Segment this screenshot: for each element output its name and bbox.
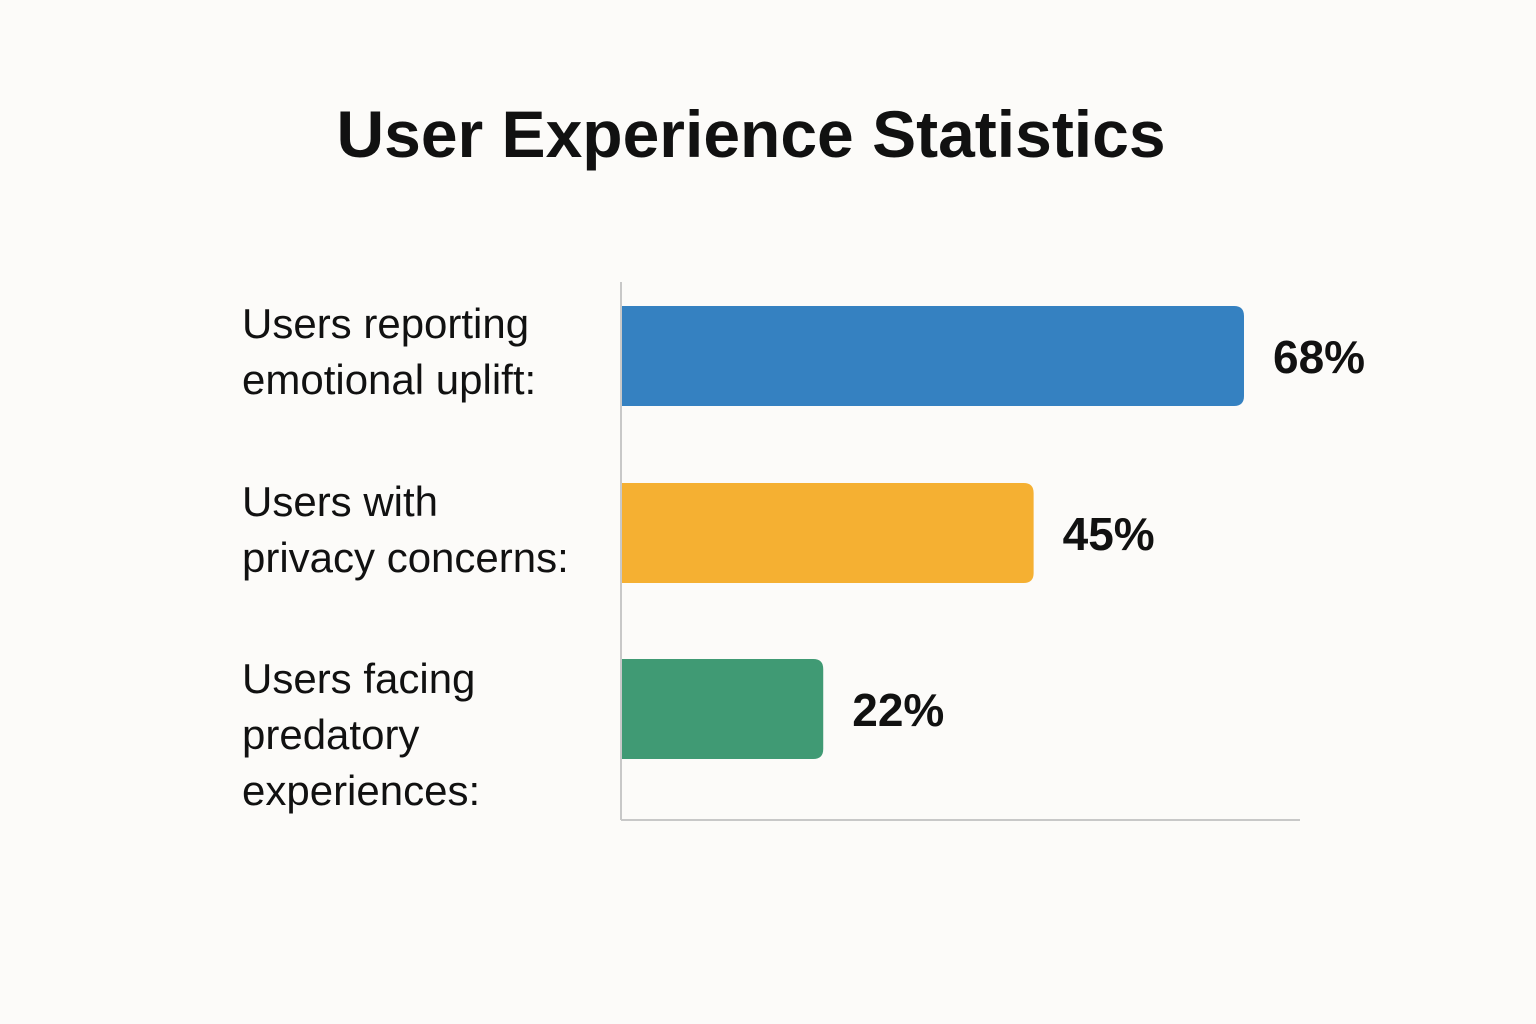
- category-label-line: emotional uplift:: [242, 356, 537, 403]
- chart-title: User Experience Statistics: [336, 97, 1166, 171]
- category-label-line: experiences:: [242, 767, 481, 814]
- bar-3: [622, 659, 824, 759]
- category-label-line: privacy concerns:: [242, 534, 569, 581]
- value-label-1: 68%: [1273, 331, 1365, 383]
- bar-2: [622, 483, 1034, 583]
- bar-1: [622, 306, 1244, 406]
- category-label-line: Users facing: [242, 655, 476, 702]
- category-label-2: Users with privacy concerns:: [242, 474, 602, 586]
- category-label-line: Users reporting: [242, 300, 530, 347]
- category-label-line: predatory: [242, 711, 420, 758]
- category-label-line: Users with: [242, 478, 439, 525]
- category-label-3: Users facing predatory experiences:: [242, 651, 602, 819]
- value-label-2: 45%: [1063, 508, 1155, 560]
- category-label-1: Users reporting emotional uplift:: [242, 296, 602, 408]
- value-label-3: 22%: [852, 684, 944, 736]
